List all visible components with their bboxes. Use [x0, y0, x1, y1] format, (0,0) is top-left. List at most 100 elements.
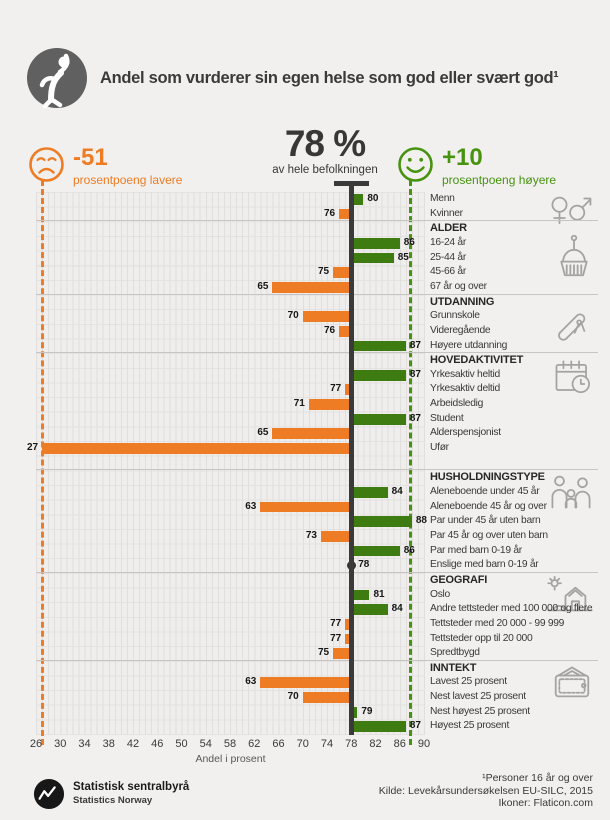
category-label: Enslige med barn 0-19 år [430, 559, 539, 571]
axis-tick-label: 50 [175, 738, 188, 750]
bar [260, 501, 352, 513]
bar [351, 194, 364, 205]
bar [320, 530, 352, 542]
birthday-cake-icon [544, 233, 594, 283]
population-total: 78 % av hele befolkningen [240, 123, 410, 177]
bar [345, 384, 352, 396]
baseline-axis-cap [334, 181, 369, 186]
family-icon [544, 472, 594, 513]
bar-value: 63 [245, 500, 257, 512]
bar [351, 589, 370, 601]
footnote: ¹Personer 16 år og over [482, 772, 593, 784]
category-label: Oslo [430, 588, 450, 600]
exercise-person-icon [27, 48, 87, 108]
bar [339, 208, 352, 220]
category-label: Aleneboende 45 år og over [430, 500, 547, 512]
category-label: Høyest 25 prosent [430, 720, 510, 732]
bar [351, 340, 406, 352]
bar [351, 252, 394, 264]
bar [333, 267, 352, 279]
axis-tick-label: 78 [345, 738, 358, 750]
category-label: Student [430, 412, 464, 424]
axis-tick-label: 38 [102, 738, 115, 750]
bar-value: 77 [330, 383, 342, 395]
category-label: Par med barn 0-19 år [430, 544, 522, 556]
bar-value: 65 [257, 427, 269, 439]
org-name-en: Statistics Norway [73, 795, 153, 806]
axis-tick-label: 42 [126, 738, 140, 750]
higher-stat: +10 prosentpoeng høyere [397, 146, 556, 188]
org-name: Statistisk sentralbyrå [73, 781, 190, 793]
bar-value: 88 [415, 515, 427, 527]
axis-tick-label: 82 [369, 738, 382, 750]
farm-icon [544, 575, 594, 614]
chart-grid [36, 192, 425, 735]
axis-tick-label: 66 [272, 738, 285, 750]
section-separator [36, 571, 598, 573]
category-label: Par 45 år og over uten barn [430, 529, 548, 541]
min-offset-guideline [41, 180, 44, 745]
bar-value: 77 [330, 617, 342, 629]
section-separator [36, 469, 598, 471]
max-offset-guideline [409, 180, 412, 745]
bar [302, 692, 352, 703]
total-value: 78 % [284, 123, 366, 164]
category-label: Lavest 25 prosent [430, 676, 507, 688]
higher-stat-value: +10 [442, 144, 483, 171]
bar [351, 413, 406, 425]
lower-stat-value: -51 [73, 144, 108, 171]
bar-value: 87 [409, 412, 421, 424]
x-axis-title: Andel i prosent [195, 753, 266, 765]
ssb-logo-icon [33, 778, 65, 815]
bar-value: 76 [324, 207, 336, 219]
bar [333, 648, 352, 659]
bar-value: 87 [409, 368, 421, 380]
category-label: Arbeidsledig [430, 398, 484, 410]
category-label: Spredtbygd [430, 647, 480, 659]
calendar-clock-icon [544, 357, 594, 397]
baseline-axis [349, 182, 354, 735]
bar [351, 369, 406, 381]
bar-value: 27 [26, 442, 39, 454]
bar-value: 75 [317, 647, 330, 659]
axis-tick-label: 26 [29, 738, 43, 750]
bar-value: 79 [361, 705, 373, 717]
footer-credits: ¹Personer 16 år og over Kilde: Levekårsu… [379, 772, 593, 810]
axis-tick-label: 58 [223, 738, 237, 750]
bar-value: 70 [287, 310, 299, 322]
bar-value: 63 [245, 676, 257, 688]
sad-face-icon [28, 146, 65, 188]
section-header: GEOGRAFI [430, 573, 488, 586]
category-label: Menn [430, 193, 455, 204]
bar-value: 78 [358, 559, 370, 571]
diploma-icon [544, 303, 594, 345]
category-label: Ufør [430, 442, 449, 454]
gender-icon [544, 193, 594, 227]
axis-tick-label: 46 [151, 738, 164, 750]
bar [351, 487, 388, 498]
category-label: 67 år og over [430, 280, 487, 292]
category-label: Yrkesaktiv heltid [430, 368, 500, 380]
bar [351, 604, 388, 615]
axis-tick-label: 86 [393, 738, 406, 750]
axis-tick-label: 74 [320, 738, 334, 750]
bar-value: 85 [397, 251, 409, 263]
category-label: Yrkesaktiv deltid [430, 383, 500, 395]
bar-value: 71 [293, 398, 305, 410]
bar-value: 86 [403, 236, 415, 248]
bar-value: 84 [391, 486, 403, 497]
bar-value: 77 [330, 632, 342, 644]
bar-value: 70 [287, 691, 299, 703]
category-label: Grunnskole [430, 310, 480, 322]
section-separator [36, 220, 598, 222]
section-header: HUSHOLDNINGSTYPE [430, 471, 545, 484]
category-label: Tettsteder opp til 20 000 [430, 632, 533, 644]
lower-stat-label: prosentpoeng lavere [73, 173, 183, 187]
bar-value: 75 [317, 266, 330, 278]
bar-value: 87 [409, 339, 421, 351]
section-header: ALDER [430, 222, 467, 235]
axis-tick-label: 54 [199, 738, 212, 750]
bar-value: 65 [257, 280, 269, 292]
category-label: Kvinner [430, 207, 463, 219]
